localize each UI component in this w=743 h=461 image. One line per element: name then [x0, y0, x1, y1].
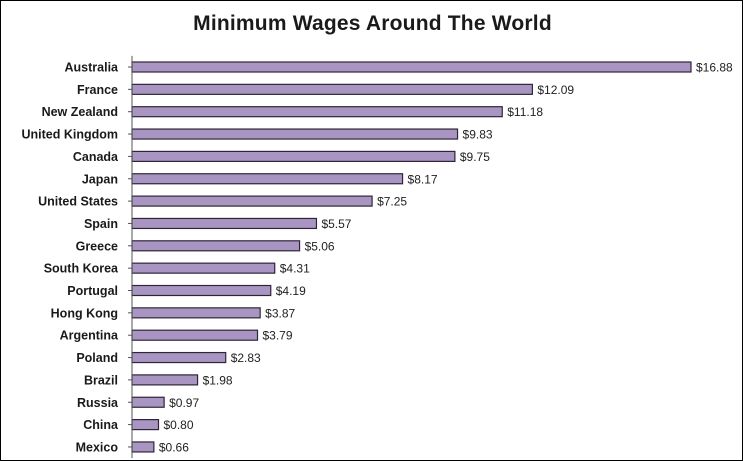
category-label: Russia — [77, 396, 119, 410]
category-label: United Kingdom — [21, 128, 118, 142]
value-label: $4.31 — [280, 262, 310, 276]
bar-hong-kong — [131, 307, 261, 319]
category-label: Poland — [76, 351, 118, 365]
category-label: Mexico — [76, 440, 119, 454]
value-label: $4.19 — [276, 284, 306, 298]
bar-spain — [131, 217, 318, 230]
value-label: $8.17 — [408, 172, 438, 186]
category-label: Argentina — [60, 329, 119, 343]
category-label: Hong Kong — [51, 306, 118, 320]
chart-title: Minimum Wages Around The World — [193, 12, 552, 35]
bar-south-korea — [131, 262, 276, 274]
value-label: $9.75 — [460, 150, 490, 164]
bar-brazil — [131, 374, 199, 386]
value-label: $3.79 — [263, 329, 293, 343]
category-label: Portugal — [67, 284, 118, 298]
bars-layer: Australia $16.88 France $12.09 New Zealand $1… — [21, 61, 733, 455]
value-label: $16.88 — [696, 61, 733, 75]
value-label: $0.66 — [159, 440, 189, 454]
value-label: $11.18 — [507, 105, 543, 119]
value-label: $0.97 — [169, 396, 199, 410]
bar-australia — [131, 61, 692, 73]
value-label: $2.83 — [231, 351, 261, 365]
bar-china — [131, 419, 160, 431]
bar-japan — [131, 173, 404, 185]
category-label: United States — [38, 195, 118, 209]
bar-france — [131, 83, 533, 95]
bar-canada — [131, 150, 456, 162]
value-label: $5.57 — [321, 217, 351, 231]
category-label: China — [83, 418, 119, 432]
bar-mexico — [131, 441, 155, 453]
bar-greece — [131, 240, 301, 252]
category-label: New Zealand — [42, 105, 118, 119]
category-label: Spain — [84, 217, 118, 231]
category-label: Greece — [76, 239, 118, 253]
value-label: $9.83 — [463, 128, 493, 142]
category-label: Brazil — [84, 373, 118, 387]
bar-united-kingdom — [131, 128, 459, 140]
bar-poland — [131, 351, 227, 364]
bar-united-states — [131, 195, 373, 207]
category-label: Japan — [82, 172, 118, 186]
value-label: $1.98 — [203, 373, 233, 387]
value-label: $7.25 — [377, 195, 407, 209]
value-label: $3.87 — [265, 306, 295, 320]
value-label: $12.09 — [537, 83, 574, 97]
category-label: France — [77, 83, 118, 97]
value-label: $5.06 — [305, 239, 335, 253]
category-label: Australia — [65, 61, 120, 75]
bar-russia — [131, 396, 165, 408]
bar-argentina — [131, 329, 259, 341]
category-label: South Korea — [44, 262, 119, 276]
bar-new-zealand — [131, 106, 503, 118]
value-label: $0.80 — [163, 418, 193, 432]
bar-portugal — [131, 284, 272, 297]
category-label: Canada — [73, 150, 119, 164]
